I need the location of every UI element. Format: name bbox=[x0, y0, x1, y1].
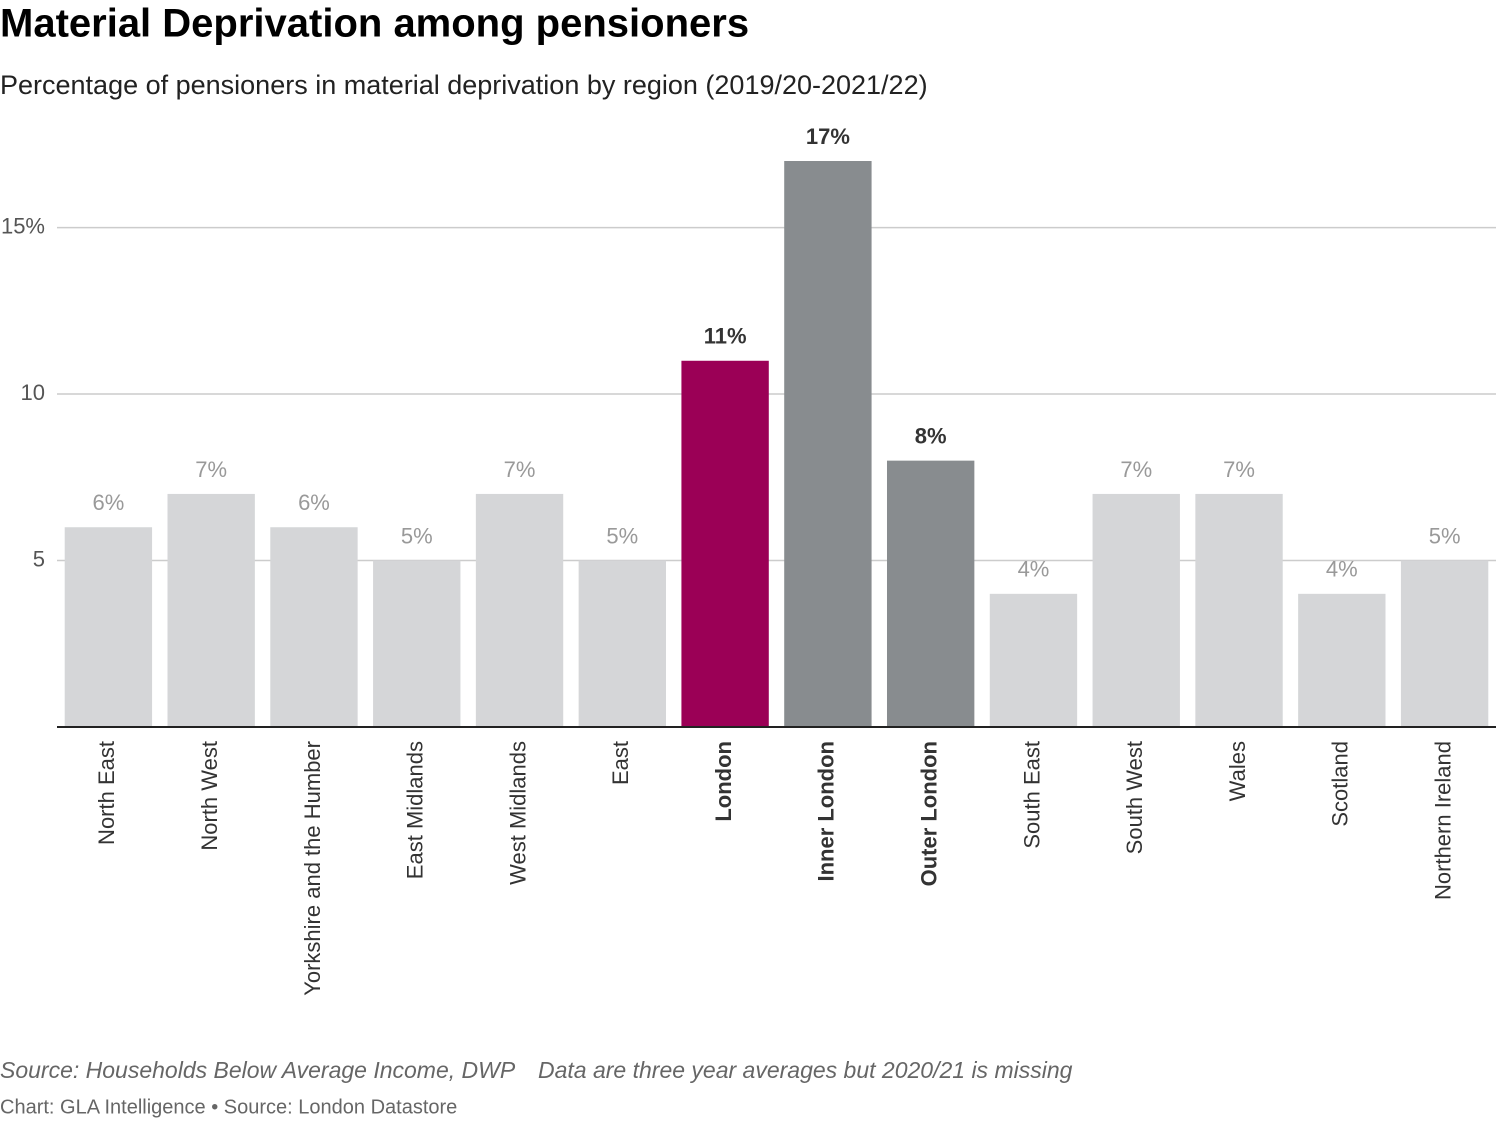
x-tick-label: South East bbox=[1019, 741, 1044, 849]
credit: Chart: GLA Intelligence • Source: London… bbox=[0, 1096, 457, 1118]
x-tick-label: Northern Ireland bbox=[1430, 741, 1455, 900]
value-label: 5% bbox=[401, 523, 433, 548]
y-tick-label: 15% bbox=[1, 213, 45, 238]
bar bbox=[989, 593, 1078, 727]
value-label: 11% bbox=[704, 324, 747, 349]
x-tick-label: South West bbox=[1122, 741, 1147, 854]
value-label: 4% bbox=[1326, 557, 1358, 582]
bar bbox=[681, 360, 769, 727]
bar bbox=[475, 493, 564, 727]
value-label: 6% bbox=[92, 490, 124, 515]
bar bbox=[167, 493, 255, 727]
x-tick-label: North East bbox=[94, 741, 119, 845]
x-tick-label: London bbox=[711, 741, 736, 822]
chart-subtitle: Percentage of pensioners in material dep… bbox=[0, 70, 928, 100]
x-tick-label: East Midlands bbox=[403, 741, 428, 879]
x-tick-label: Wales bbox=[1225, 741, 1250, 801]
y-tick-label: 10 bbox=[21, 380, 45, 405]
bar bbox=[1195, 493, 1283, 727]
bar bbox=[784, 161, 872, 727]
bar bbox=[1298, 593, 1386, 727]
value-label: 8% bbox=[915, 423, 947, 448]
x-tick-label: East bbox=[608, 741, 633, 785]
value-label: 7% bbox=[504, 457, 536, 482]
value-label: 7% bbox=[195, 457, 227, 482]
x-tick-label: Scotland bbox=[1328, 741, 1353, 827]
bar bbox=[886, 460, 975, 727]
x-tick-label: Inner London bbox=[814, 741, 839, 882]
value-label: 4% bbox=[1018, 557, 1050, 582]
value-label: 5% bbox=[606, 523, 638, 548]
value-label: 7% bbox=[1223, 457, 1255, 482]
x-tick-label: West Midlands bbox=[505, 741, 530, 885]
source-note: Source: Households Below Average Income,… bbox=[0, 1057, 516, 1083]
data-note: Data are three year averages but 2020/21… bbox=[538, 1057, 1073, 1083]
x-tick-label: North West bbox=[197, 741, 222, 851]
value-label: 17% bbox=[806, 124, 850, 149]
x-tick-label: Yorkshire and the Humber bbox=[300, 741, 325, 996]
bar bbox=[1092, 493, 1180, 727]
bar bbox=[1400, 560, 1489, 727]
value-label: 7% bbox=[1120, 457, 1152, 482]
bar bbox=[578, 560, 667, 727]
bar bbox=[64, 527, 153, 727]
bar bbox=[373, 560, 461, 727]
chart-title: Material Deprivation among pensioners bbox=[0, 2, 749, 46]
x-tick-label: Outer London bbox=[916, 741, 941, 886]
value-label: 6% bbox=[298, 490, 330, 515]
y-tick-label: 5 bbox=[33, 546, 45, 571]
value-label: 5% bbox=[1429, 523, 1461, 548]
bar bbox=[270, 527, 358, 727]
